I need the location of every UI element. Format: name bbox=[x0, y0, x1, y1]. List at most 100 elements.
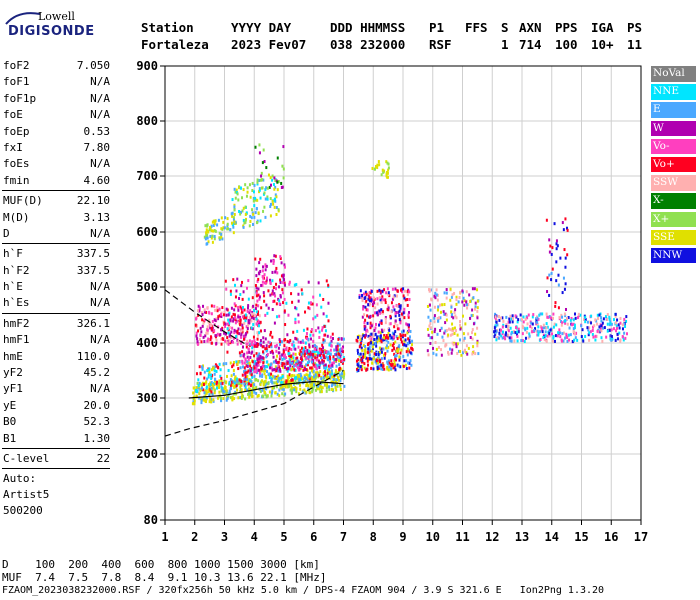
echo-point bbox=[402, 329, 405, 333]
echo-point bbox=[237, 321, 240, 325]
echo-point bbox=[386, 365, 389, 369]
echo-point bbox=[388, 322, 391, 326]
echo-point bbox=[323, 351, 326, 355]
echo-point bbox=[322, 372, 325, 376]
echo-point bbox=[228, 339, 231, 343]
echo-point bbox=[319, 351, 322, 355]
echo-point bbox=[294, 306, 297, 310]
echo-point bbox=[231, 211, 234, 215]
echo-point bbox=[323, 349, 326, 353]
echo-point bbox=[231, 326, 234, 330]
echo-point bbox=[215, 380, 218, 384]
echo-point bbox=[213, 391, 216, 395]
echo-point bbox=[307, 355, 310, 359]
echo-point bbox=[210, 381, 213, 385]
echo-point bbox=[262, 276, 265, 280]
echo-point bbox=[407, 337, 410, 341]
echo-point bbox=[248, 390, 251, 394]
echo-point bbox=[609, 320, 612, 324]
echo-point bbox=[258, 297, 261, 301]
echo-point bbox=[592, 325, 595, 329]
param-value: N/A bbox=[90, 280, 110, 294]
echo-point bbox=[203, 398, 206, 402]
echo-point bbox=[307, 337, 310, 341]
echo-point bbox=[615, 324, 618, 328]
echo-point bbox=[283, 356, 286, 360]
echo-point bbox=[396, 327, 399, 331]
echo-point bbox=[476, 341, 479, 345]
echo-point bbox=[574, 316, 577, 320]
echo-point bbox=[259, 269, 262, 273]
echo-point bbox=[380, 350, 383, 354]
echo-point bbox=[253, 390, 256, 394]
echo-point bbox=[383, 336, 386, 340]
param-row: C-level 22 bbox=[2, 451, 110, 467]
echo-point bbox=[427, 288, 430, 292]
echo-point bbox=[242, 218, 245, 222]
echo-point bbox=[377, 353, 380, 357]
echo-point bbox=[366, 367, 369, 371]
echo-point bbox=[450, 310, 453, 314]
echo-point bbox=[243, 316, 246, 320]
echo-point bbox=[474, 332, 477, 336]
echo-point bbox=[247, 347, 250, 351]
echo-point bbox=[401, 290, 404, 294]
header-value: Fortaleza bbox=[141, 37, 209, 52]
echo-point bbox=[443, 331, 446, 335]
echo-point bbox=[248, 183, 251, 187]
echo-point bbox=[541, 312, 544, 316]
echo-point bbox=[328, 368, 331, 372]
echo-point bbox=[202, 382, 205, 386]
echo-point bbox=[232, 319, 235, 323]
echo-point bbox=[594, 334, 597, 338]
echo-point bbox=[550, 271, 553, 275]
echo-point bbox=[598, 330, 601, 334]
echo-point bbox=[257, 304, 260, 308]
echo-point bbox=[402, 333, 405, 337]
echo-point bbox=[511, 314, 514, 318]
echo-point bbox=[229, 341, 232, 345]
echo-point bbox=[261, 379, 264, 383]
echo-point bbox=[232, 372, 235, 376]
echo-point bbox=[573, 338, 576, 342]
echo-point bbox=[265, 355, 268, 359]
echo-point bbox=[313, 344, 316, 348]
echo-point bbox=[469, 299, 472, 303]
echo-point bbox=[377, 356, 380, 360]
echo-point bbox=[370, 289, 373, 293]
echo-point bbox=[426, 304, 429, 308]
echo-point bbox=[208, 370, 211, 374]
echo-point bbox=[244, 375, 247, 379]
echo-point bbox=[403, 296, 406, 300]
echo-point bbox=[207, 373, 210, 377]
echo-point bbox=[283, 344, 286, 348]
echo-point bbox=[371, 347, 374, 351]
echo-point bbox=[288, 354, 291, 358]
echo-point bbox=[279, 340, 282, 344]
echo-point bbox=[456, 351, 459, 355]
header-label: PS bbox=[627, 20, 643, 35]
echo-point bbox=[310, 383, 313, 387]
echo-point bbox=[376, 313, 379, 317]
echo-point bbox=[244, 369, 247, 373]
echo-point bbox=[213, 329, 216, 333]
echo-point bbox=[271, 289, 274, 293]
echo-point bbox=[546, 276, 549, 280]
param-group-muf: MUF(D) 22.10 M(D) 3.13 D N/A bbox=[2, 193, 110, 242]
echo-point bbox=[336, 348, 339, 352]
y-tick-label: 600 bbox=[136, 225, 158, 239]
echo-point bbox=[202, 335, 205, 339]
x-tick-label: 17 bbox=[634, 530, 648, 544]
echo-point bbox=[594, 318, 597, 322]
echo-point bbox=[314, 371, 317, 375]
echo-point bbox=[455, 302, 458, 306]
x-tick-label: 15 bbox=[574, 530, 588, 544]
echo-point bbox=[245, 325, 248, 329]
echo-point bbox=[221, 306, 224, 310]
echo-point bbox=[210, 386, 213, 390]
echo-point bbox=[281, 291, 284, 295]
echo-point bbox=[305, 332, 308, 336]
echo-point bbox=[242, 370, 245, 374]
echo-point bbox=[256, 358, 259, 362]
echo-point bbox=[240, 335, 243, 339]
